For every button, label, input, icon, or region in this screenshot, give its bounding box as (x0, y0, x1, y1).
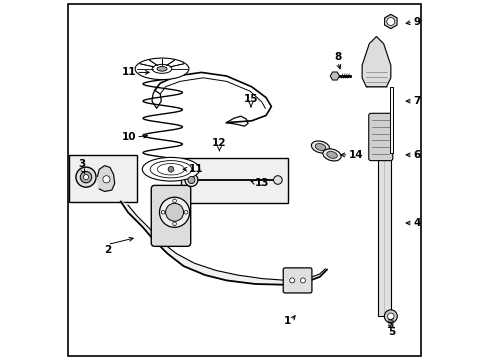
Ellipse shape (157, 163, 184, 175)
Circle shape (159, 197, 189, 227)
Circle shape (168, 166, 174, 172)
Text: 13: 13 (255, 177, 269, 188)
Text: 12: 12 (212, 138, 226, 148)
Ellipse shape (152, 64, 171, 73)
Bar (180, 158, 287, 203)
Text: 10: 10 (122, 132, 136, 142)
Text: 14: 14 (348, 150, 363, 160)
Text: 15: 15 (243, 94, 258, 104)
Circle shape (187, 176, 195, 184)
FancyBboxPatch shape (283, 268, 311, 293)
Circle shape (80, 171, 92, 183)
Text: 6: 6 (412, 150, 420, 160)
Circle shape (289, 278, 294, 283)
Bar (389, 87, 392, 153)
Circle shape (102, 176, 110, 183)
Text: 7: 7 (412, 96, 420, 106)
Circle shape (384, 310, 396, 323)
Text: 1: 1 (284, 316, 290, 325)
Ellipse shape (322, 149, 341, 161)
Polygon shape (362, 37, 390, 87)
FancyBboxPatch shape (368, 113, 392, 161)
Circle shape (184, 174, 198, 186)
Circle shape (387, 313, 393, 319)
Circle shape (76, 167, 96, 187)
Polygon shape (97, 166, 115, 192)
Text: 11: 11 (122, 67, 136, 77)
Ellipse shape (326, 152, 337, 158)
Text: 8: 8 (333, 51, 341, 62)
Text: 4: 4 (412, 218, 420, 228)
Circle shape (386, 18, 394, 26)
Text: 2: 2 (103, 244, 111, 255)
Circle shape (300, 278, 305, 283)
Ellipse shape (311, 141, 329, 153)
Text: 11: 11 (188, 164, 203, 174)
Polygon shape (121, 202, 326, 285)
Circle shape (184, 211, 187, 214)
Circle shape (172, 222, 176, 226)
Ellipse shape (150, 161, 191, 178)
Circle shape (273, 176, 282, 184)
Text: 3: 3 (79, 159, 86, 169)
Ellipse shape (135, 58, 188, 80)
Ellipse shape (142, 157, 199, 181)
Circle shape (165, 203, 183, 221)
Text: 9: 9 (412, 17, 419, 27)
Text: 5: 5 (387, 327, 394, 337)
Bar (69, 155, 137, 202)
Bar (377, 151, 390, 316)
Circle shape (83, 175, 88, 180)
FancyBboxPatch shape (151, 185, 190, 246)
Ellipse shape (315, 144, 325, 150)
Circle shape (161, 211, 164, 214)
Ellipse shape (157, 67, 167, 71)
Circle shape (172, 199, 176, 203)
